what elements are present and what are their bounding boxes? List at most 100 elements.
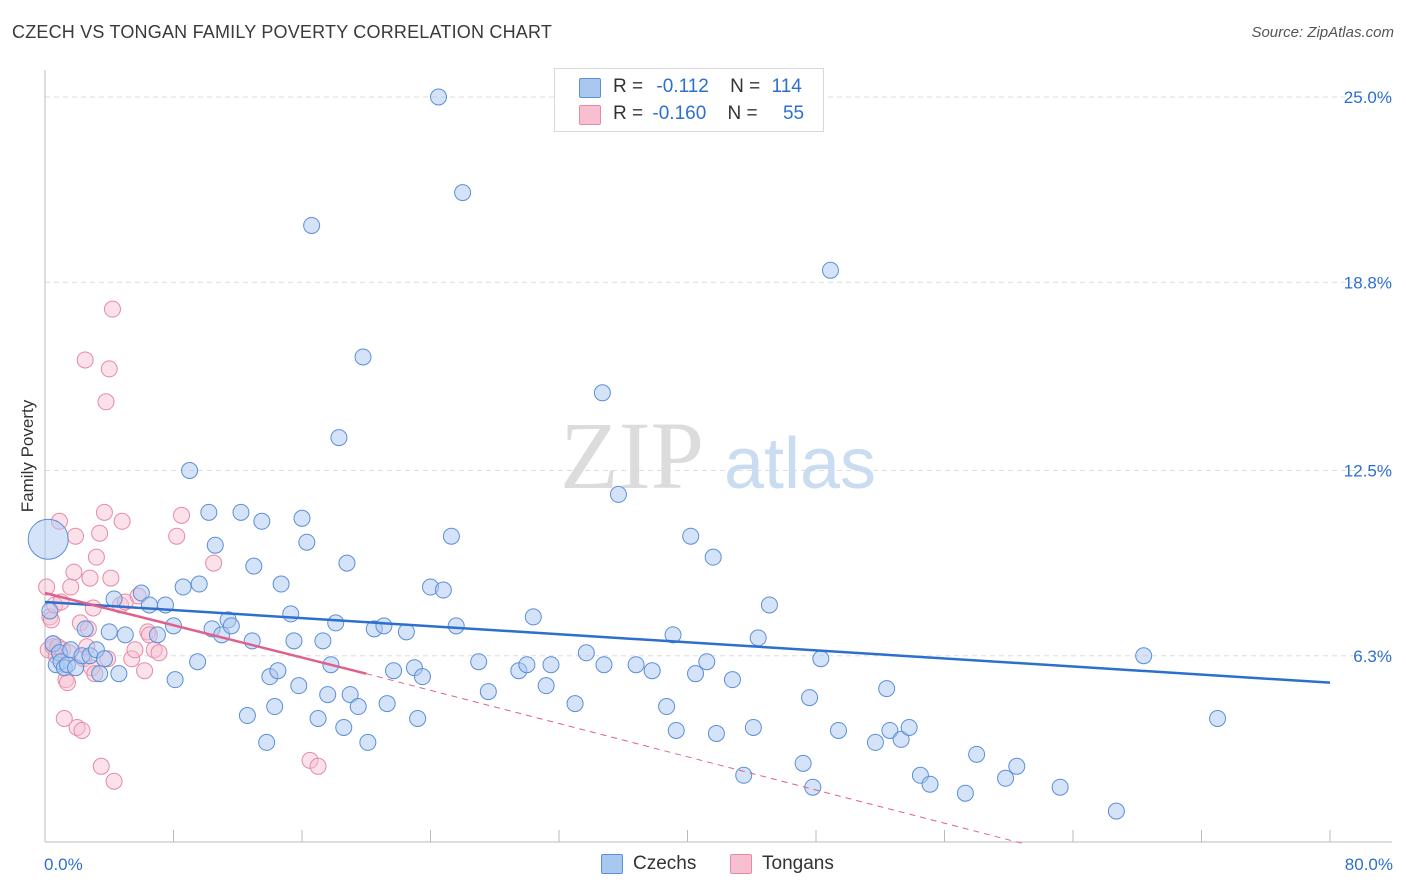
- czech-point: [27, 518, 69, 560]
- czech-point: [593, 384, 611, 402]
- czech-point: [821, 261, 839, 279]
- czech-point: [524, 608, 542, 626]
- czech-point: [222, 617, 240, 635]
- tongan-point: [38, 578, 56, 596]
- czech-point: [921, 775, 939, 793]
- czech-n-label: N =: [730, 76, 761, 97]
- czech-point: [338, 554, 356, 572]
- czech-point: [140, 596, 158, 614]
- czech-point: [609, 485, 627, 503]
- czech-r-value: -0.112: [656, 76, 709, 97]
- tongan-swatch: [579, 105, 601, 125]
- czech-legend-swatch: [601, 854, 623, 874]
- czech-point: [664, 626, 682, 644]
- tongan-point: [67, 527, 85, 545]
- tongan-point: [62, 578, 80, 596]
- czech-point: [359, 733, 377, 751]
- czech-point: [723, 671, 741, 689]
- czech-point: [174, 578, 192, 596]
- tongan-point: [65, 563, 83, 581]
- tongan-point: [205, 554, 223, 572]
- czech-point: [253, 512, 271, 530]
- tongan-point: [100, 360, 118, 378]
- czech-point: [110, 665, 128, 683]
- czech-point: [116, 626, 134, 644]
- tongan-point: [309, 757, 327, 775]
- czech-point: [542, 656, 560, 674]
- czech-point: [968, 745, 986, 763]
- czech-swatch: [579, 78, 601, 98]
- czech-point: [349, 698, 367, 716]
- czech-point: [319, 686, 337, 704]
- czech-point: [892, 730, 910, 748]
- czech-point: [378, 695, 396, 713]
- tongan-trend-line: [44, 591, 367, 675]
- czech-point: [479, 683, 497, 701]
- czech-point: [1051, 778, 1069, 796]
- czech-point: [658, 698, 676, 716]
- czech-point: [735, 766, 753, 784]
- tongan-points: [38, 300, 327, 790]
- czech-point: [1008, 757, 1026, 775]
- czech-trend-line: [44, 600, 1331, 684]
- czech-point: [100, 623, 118, 641]
- czech-point: [166, 671, 184, 689]
- czech-point: [330, 429, 348, 447]
- czech-point: [595, 656, 613, 674]
- tongan-legend-swatch: [730, 854, 752, 874]
- tick-labels: 6.3% 12.5% 18.8% 25.0% 0.0% 80.0%: [44, 88, 1393, 874]
- czech-point: [760, 596, 778, 614]
- czech-point: [413, 668, 431, 686]
- czech-point: [801, 689, 819, 707]
- czech-point: [881, 721, 899, 739]
- watermark-zip: ZIP: [560, 402, 704, 509]
- czech-point: [956, 784, 974, 802]
- czech-point: [682, 527, 700, 545]
- legend: R = -0.112 N = 114 R = -0.160 N = 55: [554, 68, 824, 132]
- tongan-point: [102, 569, 120, 587]
- czech-point: [95, 650, 113, 668]
- czech-point: [698, 653, 716, 671]
- tongan-n-label: N =: [727, 103, 758, 124]
- czech-point: [190, 575, 208, 593]
- czech-point: [577, 644, 595, 662]
- czech-point: [206, 536, 224, 554]
- czech-point: [866, 733, 884, 751]
- czech-point: [470, 653, 488, 671]
- czech-point: [354, 348, 372, 366]
- czech-point: [434, 581, 452, 599]
- trend-lines: [44, 591, 1331, 845]
- czech-point: [105, 590, 123, 608]
- tongan-point: [84, 599, 102, 617]
- czech-point: [238, 707, 256, 725]
- czech-point: [900, 718, 918, 736]
- tongan-point: [81, 569, 99, 587]
- x-tick-label: 0.0%: [44, 855, 83, 874]
- tongan-point: [123, 650, 141, 668]
- tongan-point: [91, 524, 109, 542]
- tongan-point: [58, 674, 76, 692]
- watermark-atlas: atlas: [724, 424, 876, 504]
- y-tick-label: 25.0%: [1344, 88, 1392, 107]
- czech-point: [997, 769, 1015, 787]
- czech-point: [375, 617, 393, 635]
- czech-r-label: R =: [613, 76, 644, 97]
- czech-point: [232, 503, 250, 521]
- tongan-point: [76, 351, 94, 369]
- czech-point: [744, 718, 762, 736]
- czech-point: [272, 575, 290, 593]
- czech-point: [627, 656, 645, 674]
- czech-point: [91, 665, 109, 683]
- czech-point: [687, 665, 705, 683]
- tongan-point: [55, 710, 73, 728]
- tongan-point: [113, 512, 131, 530]
- tongan-r-label: R =: [613, 103, 644, 124]
- czech-point: [878, 680, 896, 698]
- czech-point: [704, 548, 722, 566]
- czech-point: [442, 527, 460, 545]
- czech-point: [290, 677, 308, 695]
- czech-point: [566, 695, 584, 713]
- czech-point: [327, 614, 345, 632]
- czech-legend-label: Czechs: [633, 853, 697, 874]
- czech-point: [643, 662, 661, 680]
